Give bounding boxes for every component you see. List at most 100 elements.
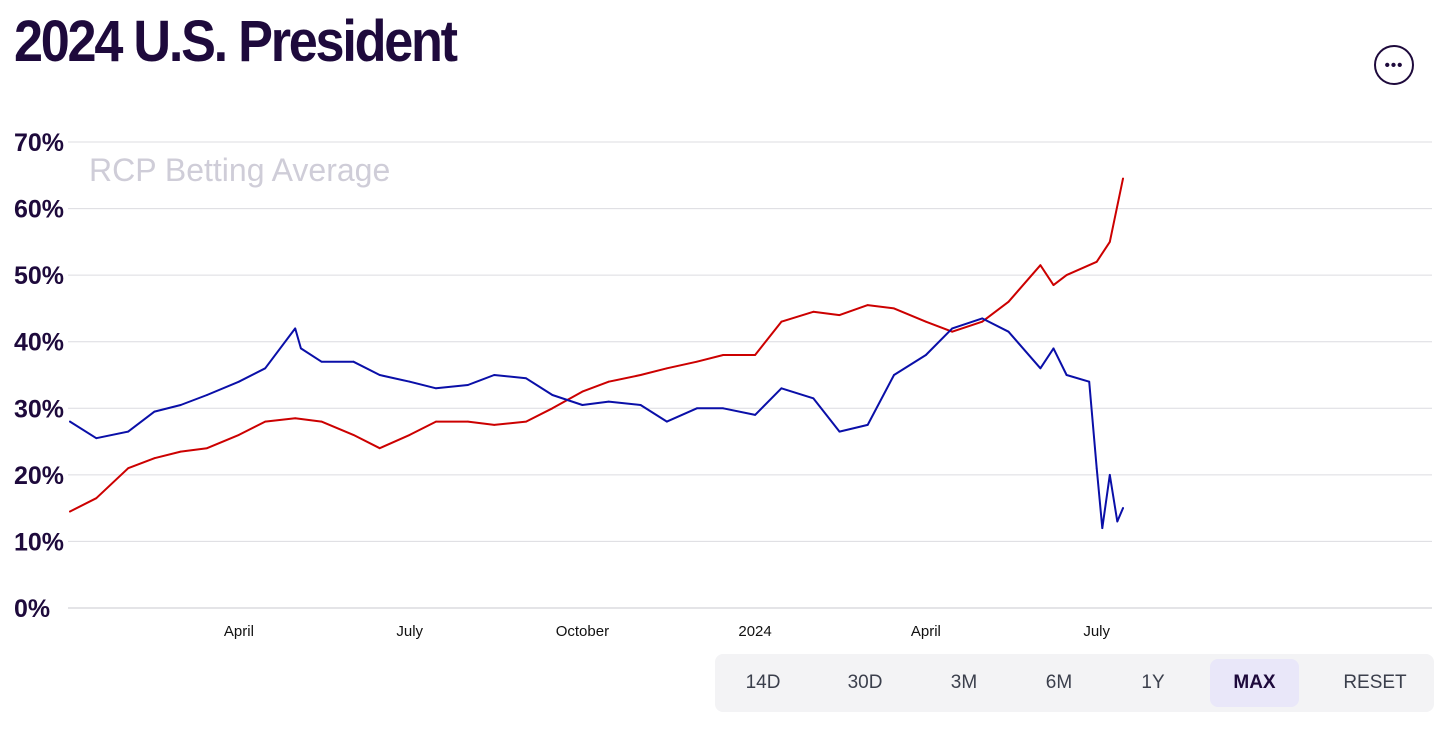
- x-tick-label: July: [1083, 623, 1110, 640]
- data-point: [639, 404, 642, 406]
- data-point: [981, 317, 984, 320]
- data-point: [666, 420, 668, 423]
- data-point: [1065, 374, 1068, 376]
- data-point: [525, 420, 527, 423]
- data-point: [754, 414, 756, 416]
- data-point: [925, 354, 927, 356]
- data-point: [780, 320, 783, 323]
- y-tick-label: 70%: [14, 129, 64, 157]
- data-point: [1052, 284, 1055, 286]
- range-button-14d[interactable]: 14D: [745, 672, 781, 693]
- data-point: [666, 367, 668, 370]
- x-tick-label: 2024: [738, 623, 771, 640]
- series-line-republican: [69, 177, 1124, 513]
- data-point: [127, 467, 130, 470]
- data-point: [951, 330, 954, 333]
- data-point: [352, 434, 355, 436]
- data-point: [1108, 241, 1111, 243]
- data-point: [264, 420, 267, 423]
- data-point: [1007, 330, 1010, 333]
- data-point: [127, 430, 130, 433]
- data-point: [238, 434, 240, 436]
- data-point: [1039, 264, 1042, 267]
- data-point: [206, 394, 208, 396]
- page-title: 2024 U.S. President: [14, 9, 458, 74]
- data-point: [607, 400, 610, 403]
- data-point: [320, 360, 323, 363]
- range-selector: 14D 30D 3M 6M 1Y MAX RESET: [715, 654, 1434, 712]
- data-point: [812, 397, 815, 400]
- y-tick-label: 30%: [14, 395, 64, 423]
- data-point: [581, 404, 584, 406]
- data-point: [179, 450, 182, 453]
- data-point: [1088, 380, 1091, 383]
- data-point: [435, 420, 437, 423]
- data-point: [1122, 177, 1124, 180]
- range-button-6m[interactable]: 6M: [1045, 672, 1073, 693]
- data-point: [780, 387, 783, 390]
- data-point: [435, 387, 437, 390]
- data-point: [294, 327, 297, 330]
- y-tick-label: 0%: [14, 595, 50, 623]
- data-point: [1007, 300, 1010, 303]
- chart-watermark: RCP Betting Average: [89, 152, 390, 188]
- data-point: [1095, 467, 1098, 470]
- data-point: [206, 447, 208, 450]
- range-button-3m[interactable]: 3M: [950, 672, 978, 693]
- data-point: [153, 457, 156, 460]
- range-button-1y[interactable]: 1Y: [1141, 672, 1165, 693]
- data-point: [69, 510, 71, 513]
- data-point: [1095, 260, 1098, 263]
- range-button-max[interactable]: MAX: [1210, 659, 1299, 707]
- data-point: [493, 424, 496, 426]
- data-point: [722, 354, 725, 356]
- data-point: [893, 374, 895, 376]
- data-point: [1101, 527, 1104, 529]
- data-point: [378, 447, 381, 450]
- data-point: [69, 420, 71, 423]
- data-point: [408, 434, 411, 436]
- range-button-reset[interactable]: RESET: [1343, 672, 1407, 693]
- more-options-button[interactable]: •••: [1374, 45, 1414, 85]
- data-point: [551, 407, 554, 410]
- data-point: [893, 307, 895, 310]
- y-tick-label: 60%: [14, 196, 64, 224]
- data-point: [981, 320, 984, 323]
- data-point: [1052, 347, 1055, 350]
- data-point: [264, 367, 267, 370]
- data-point: [294, 417, 297, 420]
- y-tick-label: 10%: [14, 528, 64, 556]
- data-point: [1116, 520, 1119, 523]
- data-point: [1065, 274, 1068, 276]
- data-point: [352, 360, 355, 363]
- series-line-democratic: [69, 317, 1124, 530]
- data-point: [866, 424, 869, 426]
- range-button-30d[interactable]: 30D: [847, 672, 883, 693]
- data-point: [551, 394, 554, 396]
- data-point: [95, 437, 98, 440]
- data-point: [1039, 367, 1042, 370]
- data-point: [812, 310, 815, 313]
- data-point: [838, 430, 841, 433]
- data-point: [1122, 507, 1124, 509]
- data-point: [696, 360, 698, 363]
- data-point: [925, 320, 927, 323]
- data-point: [639, 374, 642, 376]
- data-point: [378, 374, 381, 376]
- data-point: [320, 420, 323, 423]
- data-point: [300, 347, 302, 350]
- data-point: [238, 380, 240, 383]
- data-point: [696, 407, 698, 410]
- data-point: [951, 327, 954, 330]
- data-point: [179, 404, 182, 406]
- y-tick-label: 50%: [14, 262, 64, 290]
- data-point: [722, 407, 725, 410]
- y-tick-label: 20%: [14, 462, 64, 490]
- data-point: [467, 384, 469, 386]
- data-point: [838, 314, 841, 316]
- data-point: [95, 497, 98, 500]
- data-point: [408, 380, 411, 383]
- line-chart: 0% 10% 20% 30% 40% 50% 60% 70% April July October…: [14, 129, 1432, 640]
- data-point: [866, 304, 869, 306]
- data-point: [754, 354, 756, 356]
